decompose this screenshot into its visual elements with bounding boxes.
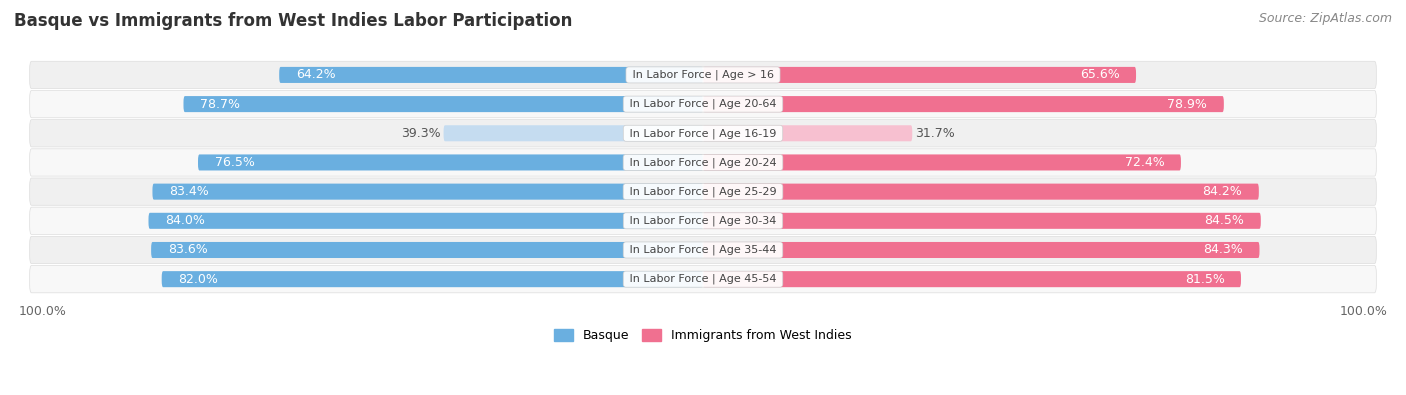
Text: 76.5%: 76.5% [215,156,254,169]
FancyBboxPatch shape [703,184,1258,199]
Legend: Basque, Immigrants from West Indies: Basque, Immigrants from West Indies [550,324,856,347]
FancyBboxPatch shape [149,213,703,229]
Text: 72.4%: 72.4% [1125,156,1164,169]
FancyBboxPatch shape [30,207,1376,235]
FancyBboxPatch shape [162,271,703,287]
Text: 84.3%: 84.3% [1204,243,1243,256]
Text: In Labor Force | Age 35-44: In Labor Force | Age 35-44 [626,245,780,255]
FancyBboxPatch shape [183,96,703,112]
Text: Basque vs Immigrants from West Indies Labor Participation: Basque vs Immigrants from West Indies La… [14,12,572,30]
FancyBboxPatch shape [30,149,1376,176]
FancyBboxPatch shape [443,125,703,141]
FancyBboxPatch shape [30,61,1376,88]
FancyBboxPatch shape [150,242,703,258]
FancyBboxPatch shape [703,154,1181,171]
FancyBboxPatch shape [280,67,703,83]
FancyBboxPatch shape [198,154,703,171]
Text: 84.2%: 84.2% [1202,185,1243,198]
FancyBboxPatch shape [30,90,1376,118]
Text: 64.2%: 64.2% [295,68,335,81]
FancyBboxPatch shape [30,178,1376,205]
Text: 78.9%: 78.9% [1167,98,1208,111]
Text: In Labor Force | Age 30-34: In Labor Force | Age 30-34 [626,216,780,226]
Text: 39.3%: 39.3% [401,127,440,140]
FancyBboxPatch shape [703,213,1261,229]
FancyBboxPatch shape [703,242,1260,258]
FancyBboxPatch shape [30,265,1376,293]
Text: In Labor Force | Age 25-29: In Labor Force | Age 25-29 [626,186,780,197]
Text: 81.5%: 81.5% [1185,273,1225,286]
Text: In Labor Force | Age > 16: In Labor Force | Age > 16 [628,70,778,80]
Text: Source: ZipAtlas.com: Source: ZipAtlas.com [1258,12,1392,25]
Text: 82.0%: 82.0% [179,273,218,286]
FancyBboxPatch shape [152,184,703,199]
Text: 83.4%: 83.4% [169,185,208,198]
Text: In Labor Force | Age 16-19: In Labor Force | Age 16-19 [626,128,780,139]
FancyBboxPatch shape [703,96,1223,112]
Text: 31.7%: 31.7% [915,127,955,140]
Text: 78.7%: 78.7% [200,98,240,111]
Text: 84.0%: 84.0% [165,214,205,227]
FancyBboxPatch shape [703,271,1241,287]
Text: 84.5%: 84.5% [1205,214,1244,227]
Text: In Labor Force | Age 20-64: In Labor Force | Age 20-64 [626,99,780,109]
FancyBboxPatch shape [30,120,1376,147]
Text: 83.6%: 83.6% [167,243,208,256]
Text: In Labor Force | Age 20-24: In Labor Force | Age 20-24 [626,157,780,168]
FancyBboxPatch shape [703,125,912,141]
Text: 65.6%: 65.6% [1080,68,1119,81]
Text: In Labor Force | Age 45-54: In Labor Force | Age 45-54 [626,274,780,284]
FancyBboxPatch shape [30,236,1376,263]
FancyBboxPatch shape [703,67,1136,83]
